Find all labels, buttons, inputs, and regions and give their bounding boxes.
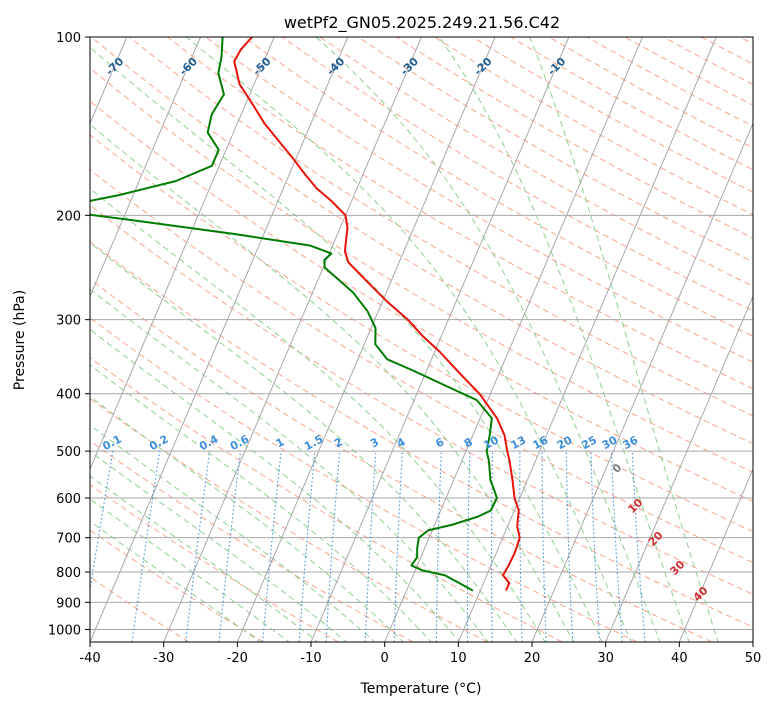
y-tick-label: 300 (56, 314, 81, 329)
x-axis-label: Temperature (°C) (360, 681, 482, 697)
dry-adiabat (90, 134, 753, 533)
x-tick-label: 50 (745, 651, 762, 666)
isotherm-line (90, 37, 275, 471)
temperature-profile-line (233, 37, 521, 592)
y-tick-label: 1000 (48, 623, 81, 638)
dry-adiabat (90, 168, 753, 564)
mixing-ratio-label: 25 (579, 433, 599, 452)
y-tick-label: 400 (56, 388, 81, 403)
dry-adiabat (281, 37, 753, 312)
y-tick-label: 500 (56, 445, 81, 460)
moist-adiabat (90, 242, 518, 642)
moist-adiabat (90, 187, 546, 642)
dry-adiabat (90, 241, 753, 628)
isotherm-line (90, 37, 201, 298)
axes: -40 -30 -20 -10 0 10 20 30 40 50 100 200 300 400 500 60… (48, 31, 761, 666)
y-tick-label: 200 (56, 209, 81, 224)
x-tick-label: -40 (79, 651, 100, 666)
mixing-ratio-label: 13 (509, 433, 529, 452)
x-tick-label: 30 (597, 651, 614, 666)
mixing-ratio-label: 36 (621, 433, 641, 452)
plot-frame (89, 36, 754, 643)
moist-adiabat (90, 520, 262, 642)
moist-adiabat (529, 37, 719, 642)
mixing-ratio-line (218, 451, 242, 642)
isotherm-line (605, 295, 753, 642)
x-tick-label: -20 (227, 651, 248, 666)
moist-adiabat (438, 37, 690, 642)
y-tick-label: 600 (56, 492, 81, 507)
moist-adiabat (90, 395, 404, 642)
isotherm-line (457, 37, 717, 642)
x-tick-label: 40 (671, 651, 688, 666)
moist-adiabat (90, 475, 319, 642)
isotherm-line (90, 37, 349, 642)
isotherm-line (678, 467, 753, 642)
mixing-ratio-line (185, 451, 211, 642)
x-tick-label: 10 (450, 651, 467, 666)
moist-adiabat (90, 46, 603, 642)
chart-title: wetPf2_GN05.2025.249.21.56.C42 (284, 13, 560, 33)
mixing-ratio-label: 10 (481, 433, 501, 452)
isotherm-line (310, 37, 570, 642)
moist-adiabat (90, 498, 290, 642)
dry-adiabat (90, 37, 753, 445)
background-lines (90, 37, 753, 642)
x-tick-label: 0 (381, 651, 389, 666)
moist-adiabat (185, 37, 632, 642)
mixing-ratio-label: 20 (555, 433, 575, 452)
dry-adiabat (90, 204, 753, 595)
mixing-ratio-line (131, 451, 161, 642)
dry-adiabat (90, 356, 563, 642)
y-tick-label: 800 (56, 566, 81, 581)
moist-adiabat (90, 288, 489, 642)
moist-adiabat (90, 123, 575, 642)
x-tick-label: -10 (300, 651, 321, 666)
y-tick-label: 100 (56, 31, 81, 46)
dry-adiabat (129, 37, 753, 417)
isotherm-line (531, 122, 753, 642)
dry-adiabat (90, 484, 339, 642)
dry-adiabat (90, 67, 753, 473)
series-lines (90, 37, 521, 592)
dry-adiabat (243, 37, 753, 337)
dry-adiabat (90, 317, 638, 642)
isotherm-line (384, 37, 643, 642)
y-tick-label: 900 (56, 596, 81, 611)
dry-adiabat (205, 37, 753, 363)
dry-adiabat (167, 37, 753, 390)
moist-adiabat (90, 424, 376, 642)
mixing-ratio-label: 30 (600, 433, 620, 452)
x-tick-label: -30 (153, 651, 174, 666)
moist-adiabat (315, 37, 661, 642)
y-axis-label: Pressure (hPa) (12, 290, 28, 390)
isotherm-line (236, 37, 496, 642)
y-tick-label: 700 (56, 532, 81, 547)
isotherm-line (163, 37, 422, 642)
dry-adiabat (90, 440, 414, 642)
dewpoint-profile-line (90, 37, 498, 592)
mixing-ratio-line (90, 451, 114, 594)
mixing-ratio-label: 16 (531, 433, 551, 452)
moist-adiabat (90, 328, 461, 642)
moist-adiabat (90, 450, 348, 642)
x-tick-label: 20 (524, 651, 541, 666)
